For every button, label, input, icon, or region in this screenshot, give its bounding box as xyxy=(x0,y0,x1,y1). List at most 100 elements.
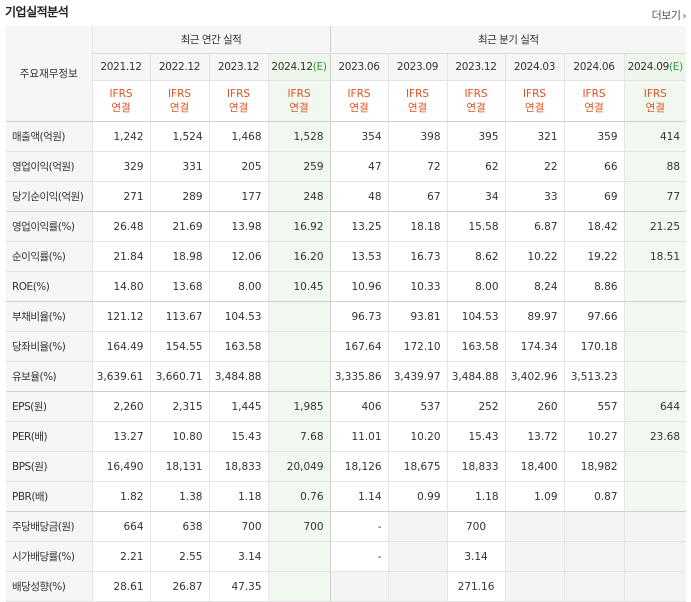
table-row: BPS(원) 16,490 18,131 18,833 20,049 18,126 18,6… xyxy=(6,451,687,482)
estimate-marker: (E) xyxy=(312,61,327,73)
table-cell: 398 xyxy=(387,121,448,152)
table-row: 영업이익률(%) 26.48 21.69 13.98 16.92 13.25 18.18 15… xyxy=(6,211,687,242)
table-cell: 260 xyxy=(504,391,565,422)
table-cell: 18,131 xyxy=(149,451,209,482)
chevron-right-icon: › xyxy=(682,11,687,22)
table-cell: 18,833 xyxy=(208,451,268,482)
table-row: 배당성향(%) 28.61 26.87 47.35 271.16 xyxy=(6,571,687,602)
table-cell: 18.98 xyxy=(149,241,209,272)
standard-line1: IFRS xyxy=(464,88,488,100)
accounting-standard-header: IFRS 연결 xyxy=(623,80,687,122)
table-cell xyxy=(267,301,331,332)
table-cell: 557 xyxy=(563,391,625,422)
table-cell: 271.16 xyxy=(446,571,506,602)
table-cell: 271 xyxy=(91,181,150,212)
standard-line1: IFRS xyxy=(582,88,606,100)
table-cell xyxy=(504,571,565,602)
table-cell: 8.00 xyxy=(208,271,268,302)
row-label: 배당성향(%) xyxy=(6,571,92,602)
standard-line1: IFRS xyxy=(167,88,192,100)
table-cell: 93.81 xyxy=(387,301,448,332)
table-cell: 1.18 xyxy=(446,481,506,512)
accounting-standard-header: IFRS 연결 xyxy=(446,80,506,122)
table-cell xyxy=(387,511,448,542)
table-cell: 1,985 xyxy=(267,391,331,422)
table-cell: 1,242 xyxy=(91,121,150,152)
table-cell: 47 xyxy=(329,151,389,182)
table-cell: - xyxy=(329,511,389,542)
table-cell: 10.22 xyxy=(504,241,565,272)
table-cell xyxy=(623,511,687,542)
table-cell xyxy=(623,361,687,392)
table-cell: 16.73 xyxy=(387,241,448,272)
row-label: PER(배) xyxy=(6,421,92,452)
table-cell: 121.12 xyxy=(91,301,150,332)
table-row: 당좌비율(%) 164.49 154.55 163.58 167.64 172.10 163… xyxy=(6,331,687,362)
table-cell: 3,639.61 xyxy=(91,361,150,392)
table-cell: 1.18 xyxy=(208,481,268,512)
row-label: 매출액(억원) xyxy=(6,121,92,152)
table-cell: 13.72 xyxy=(504,421,565,452)
table-cell: 18,982 xyxy=(563,451,625,482)
table-row: 주당배당금(원) 664 638 700 700-700 xyxy=(6,511,687,542)
table-cell: 48 xyxy=(329,181,389,212)
standard-line2: 연결 xyxy=(645,102,665,114)
table-cell: 177 xyxy=(208,181,268,212)
table-cell: 331 xyxy=(149,151,209,182)
standard-line2: 연결 xyxy=(584,102,604,114)
more-label: 더보기 xyxy=(651,9,681,22)
table-cell: 3,660.71 xyxy=(149,361,209,392)
table-cell: 3,335.86 xyxy=(329,361,389,392)
table-cell: 8.86 xyxy=(563,271,625,302)
table-cell xyxy=(623,301,687,332)
table-cell: 537 xyxy=(387,391,448,422)
table-cell: 172.10 xyxy=(387,331,448,362)
table-cell: 72 xyxy=(387,151,448,182)
row-label: 당좌비율(%) xyxy=(6,331,92,362)
table-cell: 10.27 xyxy=(563,421,625,452)
table-cell: 12.06 xyxy=(208,241,268,272)
table-cell xyxy=(267,331,331,362)
table-cell: 21.84 xyxy=(91,241,150,272)
table-cell: 700 xyxy=(267,511,331,542)
table-cell: 3.14 xyxy=(208,541,268,572)
table-cell: 395 xyxy=(446,121,506,152)
table-cell: 26.87 xyxy=(149,571,209,602)
period-header: 2024.03 xyxy=(504,53,565,81)
period-header: 2021.12 xyxy=(91,53,150,81)
table-cell: 11.01 xyxy=(329,421,389,452)
table-cell: 8.24 xyxy=(504,271,565,302)
table-cell: 33 xyxy=(504,181,565,212)
table-cell: 644 xyxy=(623,391,687,422)
table-cell: 13.27 xyxy=(91,421,150,452)
table-cell: 16,490 xyxy=(91,451,150,482)
table-cell: 15.43 xyxy=(208,421,268,452)
table-cell xyxy=(387,571,448,602)
accounting-standard-header: IFRS 연결 xyxy=(91,80,150,122)
accounting-standard-header: IFRS 연결 xyxy=(563,80,625,122)
row-label: 영업이익률(%) xyxy=(6,211,92,242)
financial-table: 주요재무정보 최근 연간 실적 최근 분기 실적 2021.12 2022.12… xyxy=(6,26,687,602)
table-cell: 10.20 xyxy=(387,421,448,452)
row-label: EPS(원) xyxy=(6,391,92,422)
table-cell: 113.67 xyxy=(149,301,209,332)
table-cell: 638 xyxy=(149,511,209,542)
standard-line2: 연결 xyxy=(169,102,190,114)
standard-line2: 연결 xyxy=(466,102,486,114)
period-text: 2024.09 xyxy=(627,61,670,73)
table-cell: 15.43 xyxy=(446,421,506,452)
table-cell: 3,513.23 xyxy=(563,361,625,392)
table-cell xyxy=(623,271,687,302)
period-header: 2023.12 xyxy=(208,53,268,81)
accounting-standard-header: IFRS 연결 xyxy=(329,80,389,122)
table-cell: 163.58 xyxy=(208,331,268,362)
table-cell: 18,675 xyxy=(387,451,448,482)
table-cell: 2.21 xyxy=(91,541,150,572)
standard-line1: IFRS xyxy=(226,88,251,100)
table-cell: 1,445 xyxy=(208,391,268,422)
table-cell: 13.68 xyxy=(149,271,209,302)
table-cell: 1,528 xyxy=(267,121,331,152)
more-link[interactable]: 더보기 › xyxy=(651,7,687,23)
period-header: 2024.06 xyxy=(563,53,625,81)
table-cell: 22 xyxy=(504,151,565,182)
